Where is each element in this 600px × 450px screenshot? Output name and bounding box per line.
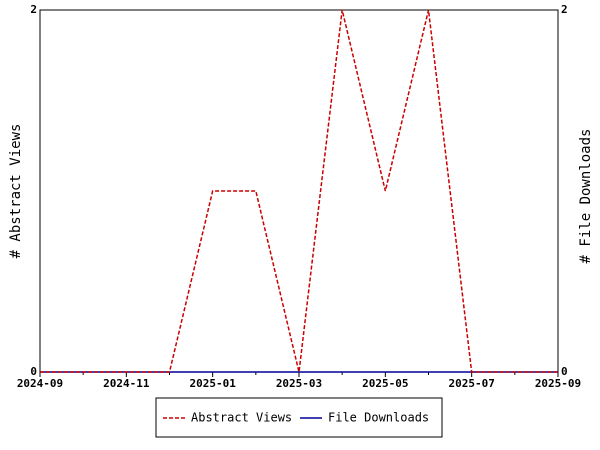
y-tick-label: 0 bbox=[30, 365, 37, 378]
x-tick-label: 2025-03 bbox=[276, 377, 322, 390]
y-axis-title: # Abstract Views bbox=[8, 124, 24, 259]
legend-label: Abstract Views bbox=[191, 411, 292, 425]
y-tick-label: 2 bbox=[30, 3, 37, 16]
x-tick-label: 2025-09 bbox=[535, 377, 581, 390]
plot-frame bbox=[39, 9, 559, 373]
legend-box bbox=[155, 397, 443, 438]
y2-tick-label: 2 bbox=[561, 3, 568, 16]
legend-label: File Downloads bbox=[328, 411, 429, 425]
x-tick-label: 2025-05 bbox=[362, 377, 408, 390]
y2-tick-label: 0 bbox=[561, 365, 568, 378]
x-tick-label: 2024-09 bbox=[17, 377, 63, 390]
x-tick-label: 2024-11 bbox=[103, 377, 150, 390]
x-tick-label: 2025-07 bbox=[448, 377, 494, 390]
series-line bbox=[40, 9, 558, 373]
y2-axis-title: # File Downloads bbox=[578, 129, 594, 264]
x-tick-label: 2025-01 bbox=[189, 377, 236, 390]
